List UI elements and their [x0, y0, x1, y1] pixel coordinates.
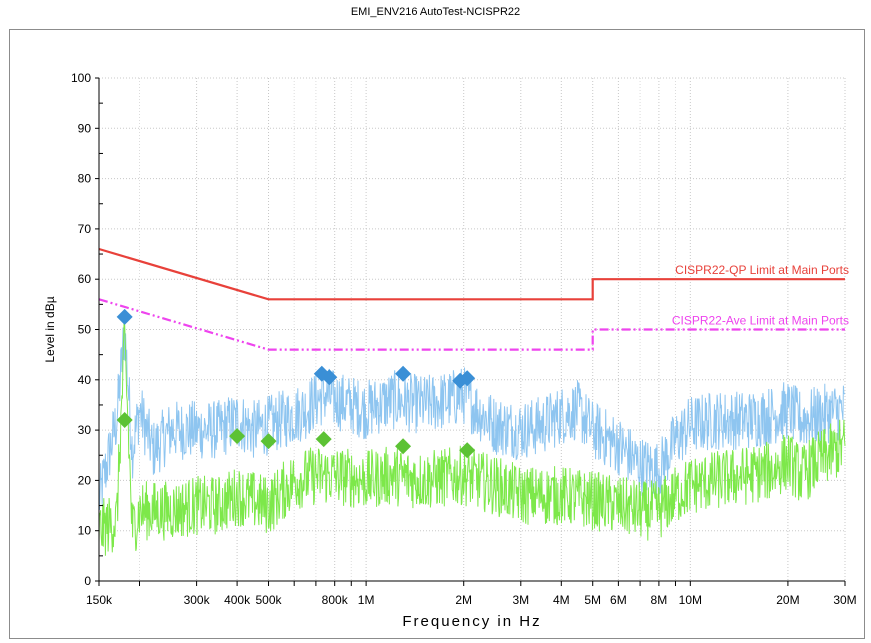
x-tick-label: 3M — [512, 593, 529, 607]
x-tick-label: 5M — [584, 593, 601, 607]
y-tick-label: 70 — [78, 222, 92, 236]
y-tick-label: 90 — [78, 121, 92, 135]
axes — [95, 77, 846, 586]
peak-marker — [229, 428, 246, 445]
limit-line — [98, 247, 845, 301]
y-tick-label: 80 — [78, 172, 92, 186]
x-tick-label: 500k — [256, 593, 283, 607]
y-tick-label: 0 — [84, 574, 91, 588]
x-axis-label: Frequency in Hz — [402, 613, 541, 630]
peak-marker — [459, 442, 476, 459]
peak-marker — [395, 438, 412, 455]
x-tick-label: 20M — [776, 593, 799, 607]
y-tick-label: 10 — [78, 524, 92, 538]
x-tick-label: 300k — [184, 593, 211, 607]
peak-marker — [321, 369, 338, 386]
peak-marker — [260, 433, 277, 450]
x-tick-label: 400k — [224, 593, 251, 607]
chart-frame — [9, 29, 865, 639]
chart-title: EMI_ENV216 AutoTest-NCISPR22 — [350, 6, 521, 18]
x-tick-label: 150k — [86, 593, 113, 607]
y-tick-label: 30 — [78, 423, 92, 437]
limit-line — [98, 298, 845, 351]
peak-markers — [116, 308, 476, 459]
peak-marker — [459, 370, 476, 387]
axis-labels: 0 10 20 30 40 50 60 70 80 90 100 150k 300k 400k 500k 80… — [43, 71, 857, 630]
x-tick-label: 8M — [651, 593, 668, 607]
x-tick-label: 4M — [553, 593, 570, 607]
x-tick-label: 800k — [322, 593, 349, 607]
peak-marker — [116, 308, 133, 325]
x-tick-label: 1M — [358, 593, 375, 607]
limit-lines: CISPR22-QP Limit at Main Ports CISPR22-Av… — [98, 247, 849, 351]
y-tick-label: 60 — [78, 272, 92, 286]
peak-marker — [116, 412, 133, 429]
x-tick-label: 2M — [455, 593, 472, 607]
x-tick-label: 10M — [679, 593, 702, 607]
y-axis-label: Level in dBµ — [43, 296, 57, 362]
scan-trace — [98, 321, 846, 556]
peak-marker — [315, 431, 332, 448]
y-tick-label: 100 — [71, 71, 91, 85]
y-tick-label: 40 — [78, 373, 92, 387]
scan-trace — [98, 325, 846, 510]
y-tick-label: 50 — [78, 323, 92, 337]
peak-marker — [395, 365, 412, 382]
y-tick-label: 20 — [78, 473, 92, 487]
scan-traces — [98, 321, 846, 556]
limit-label: CISPR22-QP Limit at Main Ports — [675, 263, 849, 277]
x-tick-label: 30M — [833, 593, 856, 607]
x-tick-label: 6M — [610, 593, 627, 607]
limit-label: CISPR22-Ave Limit at Main Ports — [672, 314, 849, 328]
